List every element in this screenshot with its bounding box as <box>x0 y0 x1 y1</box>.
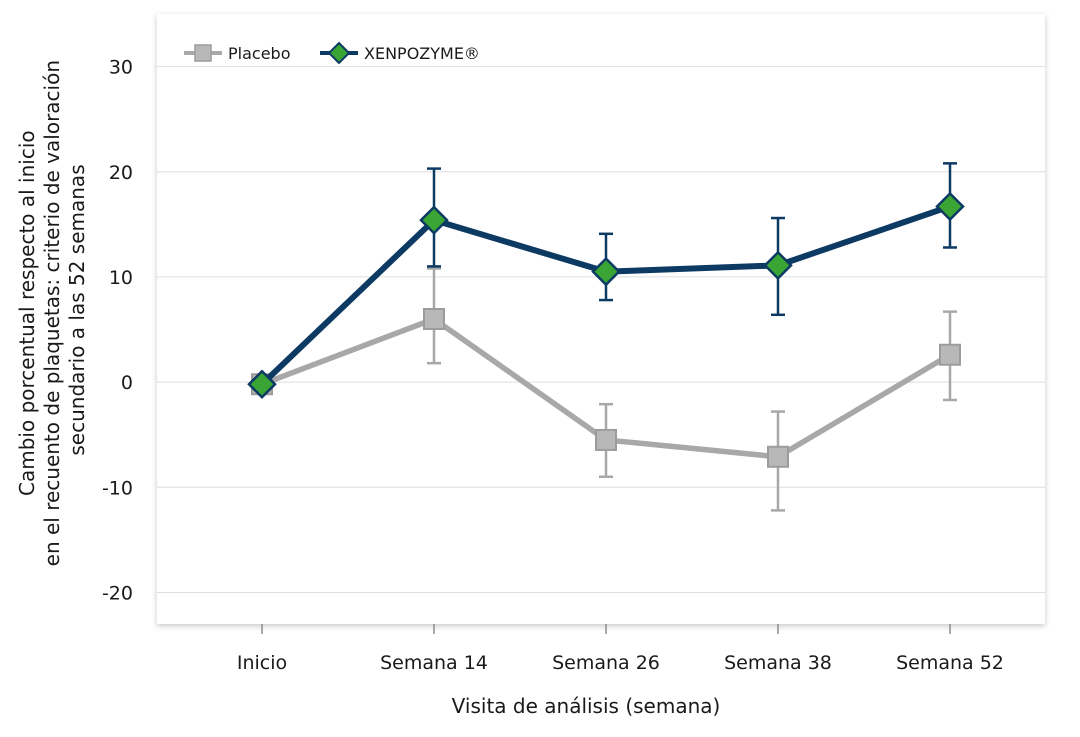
y-tick-label: -10 <box>102 477 133 499</box>
x-tick-label: Semana 14 <box>380 652 488 674</box>
legend-label-xenpozyme: XENPOZYME® <box>364 44 480 63</box>
x-tick-label: Semana 52 <box>896 652 1004 674</box>
data-point <box>423 308 445 330</box>
y-tick-label: 30 <box>109 57 133 79</box>
legend-marker-xenpozyme <box>327 41 351 65</box>
legend-marker-placebo <box>194 44 212 62</box>
data-point <box>591 256 621 287</box>
y-tick-label: -20 <box>102 582 133 604</box>
x-tick-label: Semana 26 <box>552 652 660 674</box>
y-tick-label: 10 <box>109 267 133 289</box>
data-point <box>935 191 965 222</box>
data-point <box>767 445 789 468</box>
plot-area <box>157 14 1045 624</box>
y-axis-title-line-2: en el recuento de plaquetas: criterio de… <box>40 60 64 566</box>
x-tick-label: Semana 38 <box>724 652 832 674</box>
y-tick-label: 0 <box>121 372 133 394</box>
y-axis-title: Cambio porcentual respecto al inicio en … <box>15 54 89 567</box>
legend: Placebo XENPOZYME® <box>184 41 480 65</box>
x-axis-ticks: Inicio Semana 14 Semana 26 Semana 38 Semana … <box>237 624 1004 674</box>
data-point <box>763 250 793 281</box>
data-point <box>595 428 617 451</box>
y-axis-ticks: 30 20 10 0 -10 -20 <box>102 57 133 605</box>
y-tick-label: 20 <box>109 162 133 184</box>
x-axis-title: Visita de análisis (semana) <box>452 694 721 718</box>
legend-label-placebo: Placebo <box>228 44 290 63</box>
data-point <box>247 369 277 399</box>
series-xenpozyme <box>247 162 965 399</box>
y-axis-title-line-3: secundario a las 52 semanas <box>65 164 89 455</box>
series-layer <box>247 162 965 512</box>
data-point <box>419 205 449 235</box>
x-tick-label: Inicio <box>237 652 287 674</box>
data-point <box>939 343 961 366</box>
y-axis-title-line-1: Cambio porcentual respecto al inicio <box>15 130 39 496</box>
